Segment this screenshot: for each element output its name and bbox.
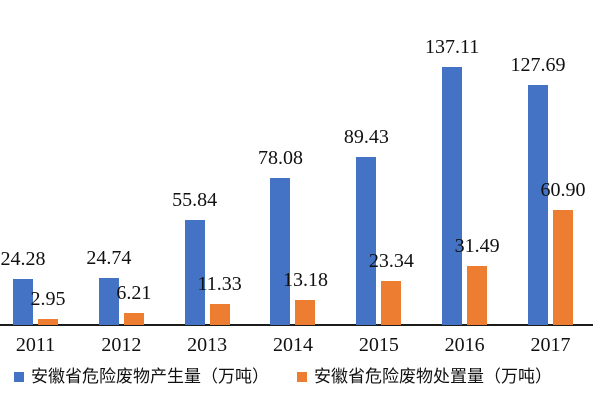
- x-axis-line: [0, 324, 593, 326]
- bar-disposal-2017: [552, 210, 573, 325]
- x-tick-2017: 2017: [530, 334, 571, 356]
- value-label-production-2011: 24.28: [0, 248, 46, 271]
- bar-disposal-2011: [38, 319, 58, 325]
- value-label-production-2016: 137.11: [425, 36, 480, 59]
- bar-disposal-2012: [123, 313, 144, 325]
- x-tick-2013: 2013: [187, 334, 228, 356]
- bar-production-2012: [98, 278, 119, 325]
- value-label-disposal-2013: 11.33: [197, 272, 242, 295]
- bar-production-2017: [527, 84, 548, 325]
- legend-swatch-production-icon: [14, 372, 24, 382]
- bar-disposal-2013: [209, 303, 230, 325]
- bar-production-2011: [13, 279, 33, 325]
- x-tick-2014: 2014: [272, 334, 313, 356]
- legend-item-production: 安徽省危险废物产生量（万吨）: [14, 366, 269, 388]
- value-label-disposal-2011: 2.95: [30, 288, 66, 311]
- value-label-production-2017: 127.69: [510, 53, 566, 76]
- value-label-disposal-2014: 13.18: [282, 269, 328, 292]
- x-tick-2015: 2015: [358, 334, 399, 356]
- value-label-disposal-2017: 60.90: [540, 179, 586, 202]
- legend-label-disposal: 安徽省危险废物处置量（万吨）: [314, 367, 552, 386]
- value-label-production-2012: 24.74: [86, 247, 132, 270]
- value-label-disposal-2015: 23.34: [368, 250, 414, 273]
- value-label-disposal-2016: 31.49: [454, 234, 500, 257]
- legend-swatch-disposal-icon: [297, 372, 307, 382]
- bar-production-2014: [270, 178, 291, 325]
- bar-production-2015: [356, 156, 377, 325]
- value-label-production-2013: 55.84: [172, 188, 218, 211]
- x-tick-2011: 2011: [15, 334, 56, 356]
- legend-label-production: 安徽省危险废物产生量（万吨）: [31, 367, 269, 386]
- bar-disposal-2014: [295, 300, 316, 325]
- legend-item-disposal: 安徽省危险废物处置量（万吨）: [297, 366, 552, 388]
- bar-disposal-2015: [381, 281, 402, 325]
- bar-disposal-2016: [467, 265, 488, 325]
- value-label-production-2014: 78.08: [257, 147, 303, 170]
- x-tick-2016: 2016: [444, 334, 485, 356]
- value-label-disposal-2012: 6.21: [116, 282, 152, 305]
- bar-production-2016: [442, 67, 463, 325]
- x-tick-2012: 2012: [101, 334, 142, 356]
- value-label-production-2015: 89.43: [343, 125, 389, 148]
- bar-production-2013: [184, 219, 205, 325]
